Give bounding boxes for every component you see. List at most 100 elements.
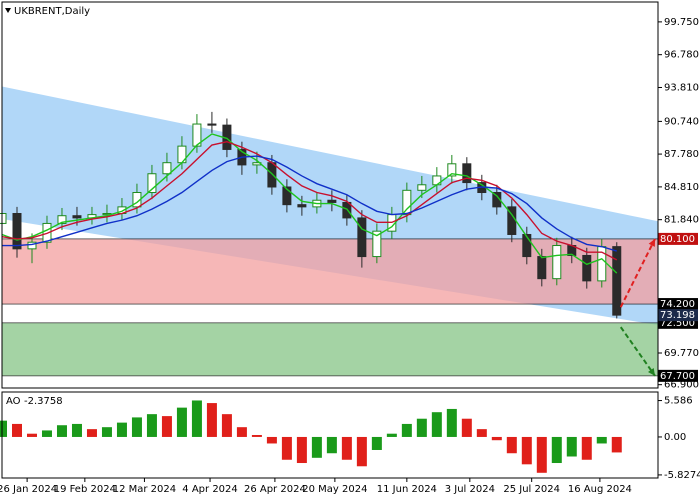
x-tick-label: 25 Jul 2024	[503, 484, 560, 495]
candle-body	[462, 163, 472, 184]
ao-bar	[41, 430, 52, 437]
x-tick-label: 26 Apr 2024	[244, 484, 306, 495]
price-pane: 99.750 96.780 93.810 90.740 87.780 84.810 81.8…	[0, 17, 699, 391]
ao-bar	[116, 422, 127, 437]
ao-bar	[56, 425, 67, 437]
x-tick-label: 4 Apr 2024	[182, 484, 237, 495]
y-tick-label: 96.780	[664, 50, 699, 61]
candle-body	[72, 215, 82, 219]
x-tick-label: 19 Feb 2024	[54, 484, 116, 495]
candle-body	[522, 233, 532, 258]
candle-body	[27, 241, 37, 250]
level-label: 80.100	[660, 234, 695, 245]
forecast-arrowhead	[648, 367, 655, 376]
y-tick-label: 0.00	[664, 432, 686, 443]
ao-bar	[341, 436, 352, 460]
ao-bar	[161, 416, 172, 437]
ao-bar	[521, 436, 532, 465]
ao-pane: 5.586 0.00 -5.8274	[0, 396, 700, 481]
ao-bar	[221, 414, 232, 437]
ao-bar	[131, 417, 142, 437]
forecast-arrowhead	[648, 238, 655, 247]
last-price-label: 73.198	[660, 310, 695, 321]
candle-body	[0, 212, 7, 224]
moving-average	[1, 140, 618, 261]
candle-body	[537, 256, 547, 280]
candle-body	[612, 246, 622, 316]
x-tick-label: 26 Jan 2024	[0, 484, 57, 495]
candle-body	[357, 217, 367, 258]
candle-body	[447, 163, 457, 177]
ao-bar	[596, 436, 607, 444]
candle-body	[162, 162, 172, 175]
ao-bar	[356, 436, 367, 467]
x-tick-label: 11 Jun 2024	[377, 484, 437, 495]
level-label-box	[658, 232, 698, 245]
ao-bar	[446, 408, 457, 437]
ao-bar	[326, 436, 337, 454]
ao-bar	[71, 423, 82, 437]
symbol-title: UKBRENT,Daily	[14, 6, 90, 17]
candle-body	[372, 230, 382, 258]
ao-bar	[416, 418, 427, 437]
ao-bar	[611, 436, 622, 453]
ao-pane-border	[1, 391, 659, 479]
level-label: 67.700	[660, 371, 695, 382]
ao-bar	[506, 436, 517, 454]
menu-triangle	[5, 8, 11, 13]
ao-bar	[86, 429, 97, 437]
ao-bar	[371, 436, 382, 450]
ao-bar	[191, 400, 202, 437]
y-tick-label: 93.810	[664, 82, 699, 93]
candle-body	[207, 123, 217, 126]
moving-average	[2, 155, 617, 252]
candle-body	[327, 199, 337, 203]
price-zone	[1, 322, 659, 377]
x-tick-label: 20 May 2024	[302, 484, 367, 495]
ao-bar	[536, 436, 547, 473]
ao-bar	[11, 423, 22, 437]
ao-bar	[266, 436, 277, 444]
y-tick-label: 90.740	[664, 116, 699, 127]
ao-bar	[296, 436, 307, 464]
y-tick-label: 99.750	[664, 17, 699, 28]
x-tick-label: 12 Mar 2024	[113, 484, 176, 495]
ao-bar	[551, 436, 562, 464]
candle-body	[297, 204, 307, 208]
y-tick-label: 5.586	[664, 396, 693, 407]
ao-bar	[491, 436, 502, 441]
candle-body	[582, 254, 592, 282]
level-label: 72.500	[660, 318, 695, 329]
ao-bar	[236, 427, 247, 437]
y-tick-label: 69.770	[664, 348, 699, 359]
ao-bar	[281, 436, 292, 460]
ao-bar	[146, 414, 157, 437]
level-label-box	[658, 369, 698, 382]
ao-last-value: -2.3758	[24, 396, 63, 407]
level-label: 74.200	[660, 299, 695, 310]
ao-bar	[566, 436, 577, 457]
ao-title: AO	[6, 396, 21, 407]
candle-body	[417, 184, 427, 191]
ao-bar	[0, 420, 7, 437]
candle-body	[57, 215, 67, 224]
ao-bar	[431, 412, 442, 437]
level-label-box	[658, 298, 698, 311]
forecast-arrow	[619, 326, 656, 377]
ao-bar	[176, 407, 187, 437]
candle-body	[12, 212, 22, 250]
ao-bar	[251, 435, 262, 437]
price-pane-border	[1, 1, 659, 389]
candle-body	[192, 123, 202, 147]
last-price-box	[658, 309, 698, 322]
y-tick-label: -5.8274	[664, 470, 700, 481]
ao-bar	[386, 433, 397, 437]
price-zone	[1, 238, 659, 305]
candle-body	[267, 162, 277, 188]
candle-body	[147, 173, 157, 194]
ao-bar	[206, 403, 217, 437]
ao-bar	[311, 436, 322, 458]
ao-bar	[401, 423, 412, 437]
candle-body	[282, 186, 292, 206]
